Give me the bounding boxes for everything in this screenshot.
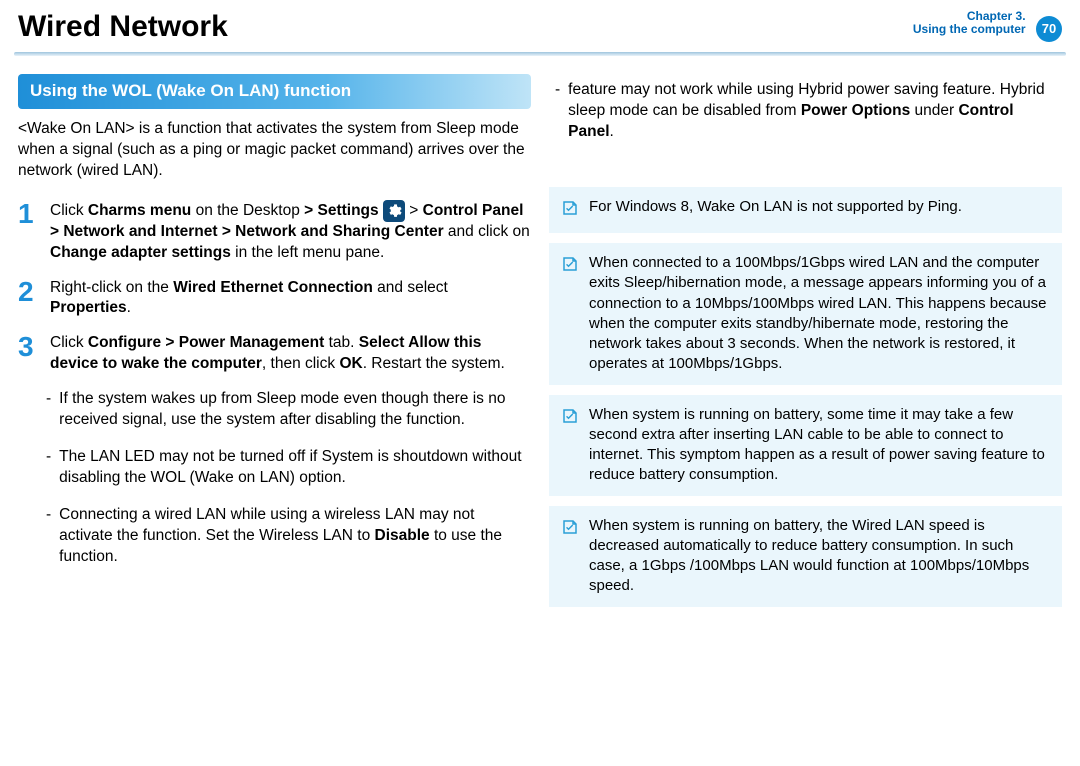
note-icon: [561, 518, 579, 597]
chapter-number: Chapter 3.: [967, 9, 1026, 23]
note-text: When system is running on battery, some …: [589, 405, 1050, 486]
sub-bullet: - feature may not work while using Hybri…: [555, 80, 1062, 143]
dash: -: [46, 447, 51, 489]
step-number: 3: [18, 333, 40, 375]
sub-text: Connecting a wired LAN while using a wir…: [59, 505, 531, 568]
sub-bullet: -Connecting a wired LAN while using a wi…: [46, 505, 531, 568]
note-text: When connected to a 100Mbps/1Gbps wired …: [589, 253, 1050, 375]
note-icon: [561, 199, 579, 223]
step-number: 2: [18, 278, 40, 320]
step-text: Right-click on the Wired Ethernet Connec…: [50, 278, 531, 320]
note-text: When system is running on battery, the W…: [589, 516, 1050, 597]
step-number: 1: [18, 200, 40, 264]
left-column: Using the WOL (Wake On LAN) function <Wa…: [18, 74, 531, 617]
note-box: When system is running on battery, some …: [549, 395, 1062, 496]
step: 1Click Charms menu on the Desktop > Sett…: [18, 200, 531, 264]
sub-bullet: -If the system wakes up from Sleep mode …: [46, 389, 531, 431]
page-title: Wired Network: [18, 10, 228, 44]
gear-icon: [383, 200, 405, 222]
sub-text: The LAN LED may not be turned off if Sys…: [59, 447, 531, 489]
chapter-name: Using the computer: [913, 22, 1026, 36]
sub-text: feature may not work while using Hybrid …: [568, 80, 1062, 143]
note-box: When connected to a 100Mbps/1Gbps wired …: [549, 243, 1062, 385]
note-box: When system is running on battery, the W…: [549, 506, 1062, 607]
dash: -: [555, 80, 560, 143]
step: 2Right-click on the Wired Ethernet Conne…: [18, 278, 531, 320]
section-heading: Using the WOL (Wake On LAN) function: [18, 74, 531, 109]
note-icon: [561, 407, 579, 486]
page-meta: Chapter 3. Using the computer 70: [913, 10, 1062, 42]
step-text: Click Charms menu on the Desktop > Setti…: [50, 200, 531, 264]
page-number-badge: 70: [1036, 16, 1062, 42]
sub-bullet: -The LAN LED may not be turned off if Sy…: [46, 447, 531, 489]
note-box: For Windows 8, Wake On LAN is not suppor…: [549, 187, 1062, 233]
step: 3Click Configure > Power Management tab.…: [18, 333, 531, 375]
step-text: Click Configure > Power Management tab. …: [50, 333, 531, 375]
dash: -: [46, 389, 51, 431]
note-icon: [561, 255, 579, 375]
note-text: For Windows 8, Wake On LAN is not suppor…: [589, 197, 962, 223]
sub-text: If the system wakes up from Sleep mode e…: [59, 389, 531, 431]
dash: -: [46, 505, 51, 568]
right-column: - feature may not work while using Hybri…: [549, 74, 1062, 617]
intro-text: <Wake On LAN> is a function that activat…: [18, 119, 531, 182]
